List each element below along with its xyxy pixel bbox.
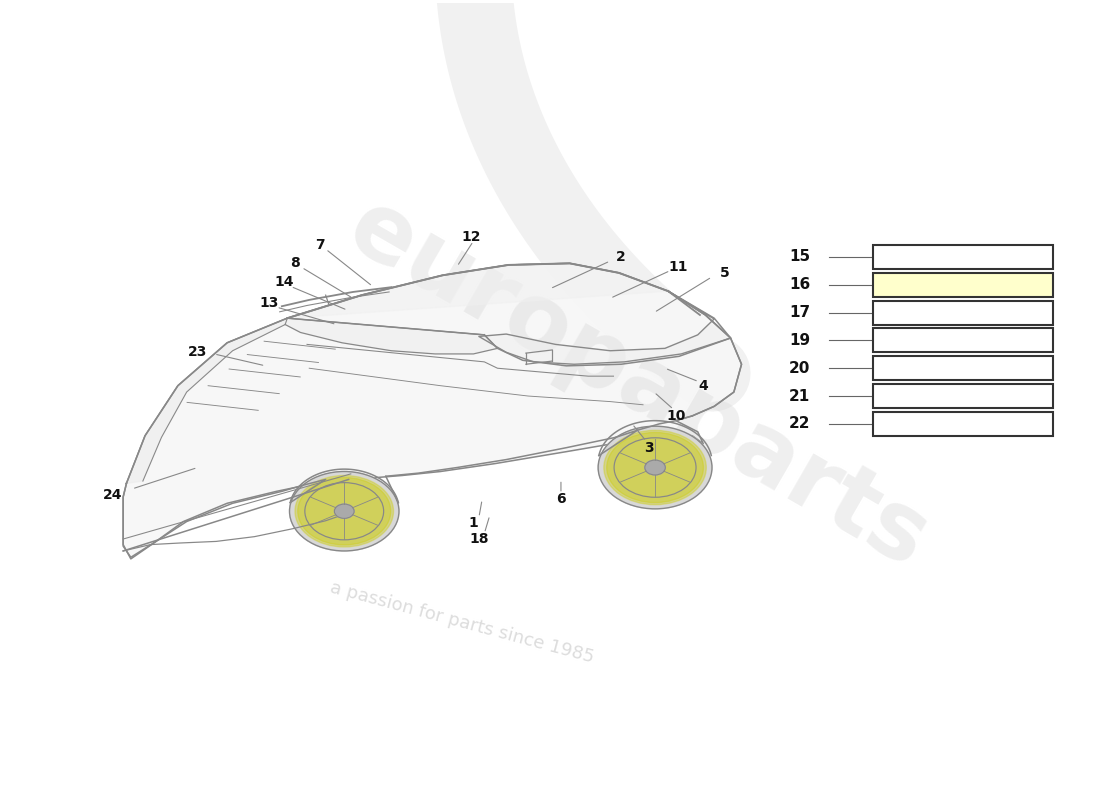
Text: 6: 6 xyxy=(557,492,565,506)
Text: 3: 3 xyxy=(644,441,653,454)
Text: a passion for parts since 1985: a passion for parts since 1985 xyxy=(329,578,596,666)
Text: 7: 7 xyxy=(316,238,324,252)
Circle shape xyxy=(298,478,390,545)
Text: 2: 2 xyxy=(616,250,626,264)
Circle shape xyxy=(334,504,354,518)
Text: 14: 14 xyxy=(274,275,294,290)
Text: 21: 21 xyxy=(789,389,811,403)
Polygon shape xyxy=(123,263,741,559)
Polygon shape xyxy=(285,318,497,354)
Text: 12: 12 xyxy=(461,230,481,244)
Bar xyxy=(873,356,1054,380)
Text: 15: 15 xyxy=(790,250,811,265)
Text: 20: 20 xyxy=(789,361,811,376)
Text: 13: 13 xyxy=(258,296,278,310)
Bar xyxy=(873,412,1054,436)
Text: 17: 17 xyxy=(790,305,811,320)
Text: 8: 8 xyxy=(290,256,300,270)
Text: 4: 4 xyxy=(698,378,708,393)
Polygon shape xyxy=(126,318,287,483)
Text: 11: 11 xyxy=(669,259,688,274)
Bar xyxy=(873,273,1054,297)
Bar xyxy=(873,329,1054,352)
Text: 18: 18 xyxy=(469,532,488,546)
Text: 16: 16 xyxy=(789,278,811,292)
Text: 24: 24 xyxy=(102,488,122,502)
Text: 10: 10 xyxy=(667,409,685,423)
Bar xyxy=(873,245,1054,269)
Text: 19: 19 xyxy=(790,333,811,348)
Text: 5: 5 xyxy=(720,266,730,280)
Polygon shape xyxy=(287,263,668,318)
Text: 1: 1 xyxy=(469,516,478,530)
Circle shape xyxy=(607,433,703,502)
Bar xyxy=(873,301,1054,325)
Bar xyxy=(873,384,1054,408)
Circle shape xyxy=(604,430,706,505)
Text: europaparts: europaparts xyxy=(331,181,944,587)
Circle shape xyxy=(289,471,399,551)
Circle shape xyxy=(598,426,712,509)
Text: 22: 22 xyxy=(789,416,811,431)
Circle shape xyxy=(645,460,665,475)
Circle shape xyxy=(295,475,394,547)
Text: 23: 23 xyxy=(188,346,207,359)
Polygon shape xyxy=(478,291,730,364)
